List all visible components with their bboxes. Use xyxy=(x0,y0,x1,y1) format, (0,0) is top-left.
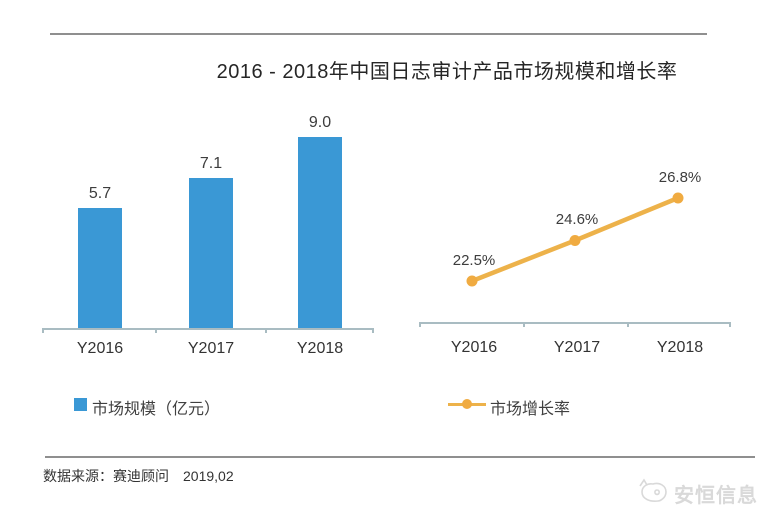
data-point-marker xyxy=(672,192,684,204)
legend-label: 市场规模（亿元） xyxy=(92,401,221,418)
legend-dot-marker xyxy=(462,399,472,409)
watermark-text: 安恒信息 xyxy=(674,485,758,507)
axis-tick xyxy=(523,322,525,327)
top-divider xyxy=(50,33,707,35)
page-title: 2016 - 2018年中国日志审计产品市场规模和增长率 xyxy=(216,61,678,83)
x-axis-label: Y2017 xyxy=(187,340,235,357)
axis-tick xyxy=(419,322,421,327)
legend-label: 市场增长率 xyxy=(490,401,571,418)
x-axis-label: Y2018 xyxy=(296,340,344,357)
x-axis-label: Y2017 xyxy=(553,339,601,356)
bar-y2018 xyxy=(298,137,342,329)
axis-tick xyxy=(372,328,374,333)
data-point-marker xyxy=(569,234,581,246)
bar-value-label: 5.7 xyxy=(88,185,112,202)
axis-tick xyxy=(42,328,44,333)
growth-line-plot xyxy=(466,192,684,287)
bar-value-label: 9.0 xyxy=(308,114,332,131)
bar-y2017 xyxy=(189,178,233,329)
bar-x-axis xyxy=(42,328,374,330)
point-value-label: 26.8% xyxy=(658,169,702,186)
axis-tick xyxy=(627,322,629,327)
axis-tick xyxy=(265,328,267,333)
data-source-text: 数据来源：赛迪顾问 2019,02 xyxy=(43,468,234,484)
point-value-label: 24.6% xyxy=(555,211,599,229)
axis-tick xyxy=(729,322,731,327)
axis-tick xyxy=(155,328,157,333)
legend-square-swatch xyxy=(74,398,87,411)
point-value-label: 22.5% xyxy=(452,252,496,269)
watermark-logo-icon xyxy=(639,478,667,502)
x-axis-label: Y2016 xyxy=(76,340,124,357)
bar-y2016 xyxy=(78,208,122,329)
x-axis-label: Y2016 xyxy=(450,339,498,356)
x-axis-label: Y2018 xyxy=(656,339,704,356)
data-point-marker xyxy=(466,275,478,287)
bottom-divider xyxy=(45,456,755,458)
bar-value-label: 7.1 xyxy=(199,155,223,172)
line-x-axis xyxy=(419,322,731,324)
